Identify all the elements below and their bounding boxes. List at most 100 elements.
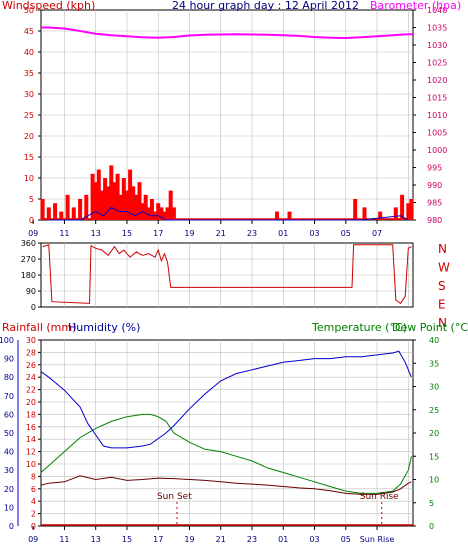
x-tick-label: 03 xyxy=(309,229,319,238)
gust-bar xyxy=(84,194,89,220)
temperature-grid xyxy=(41,340,413,526)
rainfall-tick-label: 2 xyxy=(31,510,36,519)
gust-bar xyxy=(400,194,405,220)
x-tick-label: 11 xyxy=(59,535,69,544)
compass-label: E xyxy=(438,298,446,312)
rainfall-tick-label: 26 xyxy=(26,361,36,370)
barometer-tick-label: 1010 xyxy=(427,111,447,120)
gust-bar xyxy=(53,203,58,220)
gust-bar xyxy=(409,199,414,220)
barometer-tick-label: 990 xyxy=(427,181,442,190)
x-tick-label: 15 xyxy=(122,229,132,238)
x-tick-label: 15 xyxy=(122,535,132,544)
rainfall-tick-label: 20 xyxy=(26,398,36,407)
rainfall-tick-label: 4 xyxy=(31,497,36,506)
gust-bar xyxy=(109,165,114,220)
x-tick-label: 13 xyxy=(91,535,101,544)
x-tick-label: 17 xyxy=(153,535,163,544)
humidity-tick-label: 50 xyxy=(4,429,14,438)
gust-bar xyxy=(112,182,117,220)
gust-bar xyxy=(121,178,126,220)
barometer-tick-label: 1035 xyxy=(427,24,447,33)
rainfall-tick-label: 16 xyxy=(26,423,36,432)
gust-bar xyxy=(65,194,70,220)
gust-bar xyxy=(90,173,95,220)
barometer-tick-label: 1025 xyxy=(427,59,447,68)
humidity-axis-label: Humidity (%) xyxy=(68,321,140,334)
x-tick-label: 01 xyxy=(278,535,288,544)
barometer-tick-label: 985 xyxy=(427,199,442,208)
temperature-tick-label: 20 xyxy=(429,429,439,438)
humidity-tick-label: 100 xyxy=(0,336,14,345)
rainfall-tick-label: 10 xyxy=(26,460,36,469)
barometer-axis-label: Barometer (hpa) xyxy=(370,0,461,12)
direction-tick-label: 180 xyxy=(21,271,36,280)
barometer-tick-label: 1000 xyxy=(427,146,447,155)
windspeed-line xyxy=(48,206,409,221)
temperature-tick-label: 40 xyxy=(429,336,439,345)
gust-bar xyxy=(162,211,167,220)
barometer-tick-label: 995 xyxy=(427,164,442,173)
temperature-tick-label: 30 xyxy=(429,383,439,392)
rainfall-tick-label: 30 xyxy=(26,336,36,345)
gust-bar xyxy=(168,190,173,220)
gust-bar xyxy=(353,199,358,220)
temperature-tick-label: 0 xyxy=(429,522,434,531)
direction-tick-label: 90 xyxy=(26,287,36,296)
sunset-annotation: Sun Set xyxy=(157,492,192,502)
x-tick-label: 11 xyxy=(59,229,69,238)
gust-bar xyxy=(100,190,104,220)
humidity-tick-label: 40 xyxy=(4,448,14,457)
humidity-tick-label: 90 xyxy=(4,355,14,364)
direction-tick-label: 0 xyxy=(31,303,36,312)
gust-bar xyxy=(406,203,411,220)
gust-bar xyxy=(275,211,279,220)
temperature-x-tick-labels: 11 13 15 17 19 21 23 01 03 05 Sun Rise 09 xyxy=(28,526,394,544)
temperature-line xyxy=(40,413,412,494)
rainfall-tick-label: 8 xyxy=(31,472,36,481)
gust-bar xyxy=(131,186,136,220)
gust-bar xyxy=(143,194,148,220)
rainfall-tick-label: 14 xyxy=(26,435,36,444)
gust-bar xyxy=(40,199,45,220)
humidity-tick-label: 60 xyxy=(4,410,14,419)
x-tick-label: 19 xyxy=(184,535,194,544)
gust-bar xyxy=(106,186,111,220)
gust-bar xyxy=(46,207,51,220)
gust-bar xyxy=(128,169,133,220)
chart-title: 24 hour graph day : 12 April 2012 xyxy=(172,0,359,12)
barometer-tick-label: 1040 xyxy=(427,6,447,15)
x-tick-label: Sun Rise xyxy=(360,535,395,544)
x-tick-label: 19 xyxy=(184,229,194,238)
rainfall-tick-label: 24 xyxy=(26,373,36,382)
x-tick-label: 21 xyxy=(216,535,226,544)
direction-tick-label: 270 xyxy=(21,255,36,264)
temperature-plot-area xyxy=(40,339,414,527)
compass-label: W xyxy=(438,261,450,275)
direction-tick-label: 360 xyxy=(21,239,36,248)
sunrise-annotation: Sun Rise xyxy=(360,492,399,502)
x-tick-label: 05 xyxy=(341,229,351,238)
temperature-tick-label: 5 xyxy=(429,499,434,508)
barometer-tick-label: 1015 xyxy=(427,94,447,103)
gust-bar xyxy=(146,207,151,220)
gust-bar xyxy=(71,207,76,220)
temperature-tick-label: 15 xyxy=(429,452,439,461)
barometer-line xyxy=(41,26,413,40)
gust-bar xyxy=(78,199,83,220)
rainfall-tick-label: 12 xyxy=(26,448,36,457)
x-tick-label: 09 xyxy=(28,229,38,238)
rainfall-axis-label: Rainfall (mm) xyxy=(2,321,76,334)
gust-bar xyxy=(125,190,129,220)
barometer-tick-label: 1020 xyxy=(427,76,447,85)
gust-bar xyxy=(96,169,101,220)
compass-label: S xyxy=(438,279,446,293)
direction-line xyxy=(42,244,412,305)
gust-bar xyxy=(362,207,367,220)
gust-bar xyxy=(393,207,398,220)
barometer-tick-labels: 980 985 990 995 1000 1005 1010 1015 1020 1025 1030… xyxy=(413,6,447,225)
gust-bar xyxy=(156,203,161,220)
